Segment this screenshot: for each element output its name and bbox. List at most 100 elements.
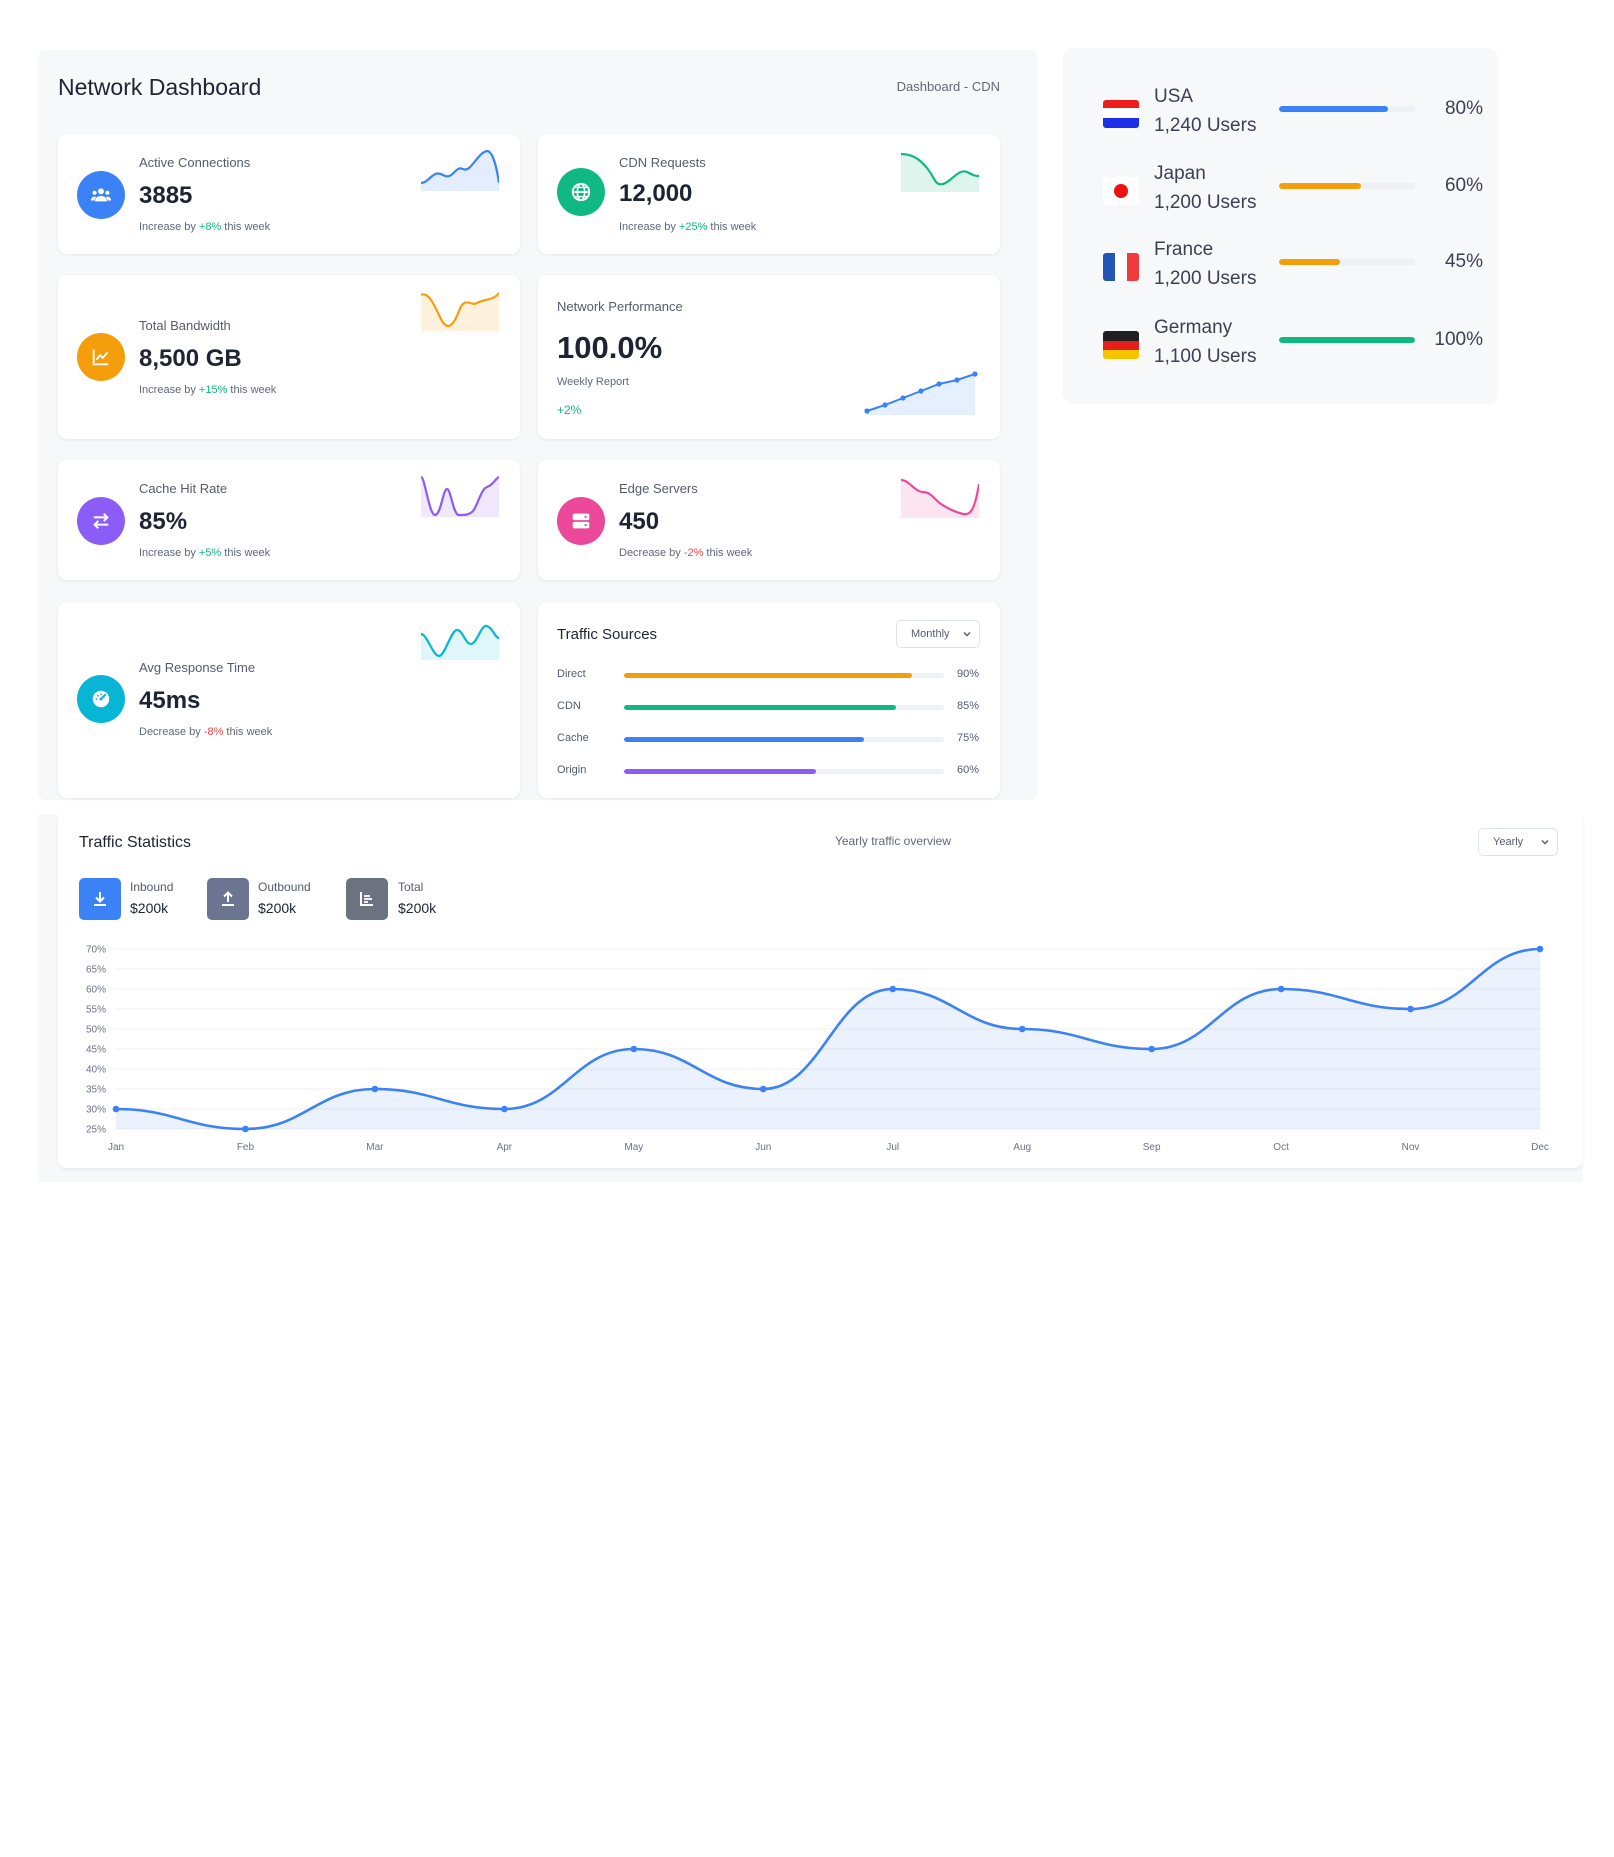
y-tick-label: 25% bbox=[86, 1125, 106, 1136]
y-tick-label: 50% bbox=[86, 1025, 106, 1036]
x-tick-label: Dec bbox=[1531, 1142, 1549, 1153]
data-point bbox=[371, 1085, 379, 1093]
chevron-down-icon bbox=[963, 632, 971, 637]
y-tick-label: 70% bbox=[86, 945, 106, 956]
stat-value: 85% bbox=[139, 508, 188, 535]
bar-chart-icon bbox=[346, 878, 388, 920]
traffic-statistics-card: Traffic Statistics Yearly traffic overvi… bbox=[58, 814, 1583, 1168]
country-row-france: France 1,200 Users 45% bbox=[1103, 239, 1483, 299]
x-tick-label: Nov bbox=[1402, 1142, 1420, 1153]
country-users-panel: USA 1,240 Users 80% Japan 1,200 Users 60… bbox=[1063, 48, 1498, 404]
source-name: Origin bbox=[557, 764, 587, 776]
germany-flag-icon bbox=[1103, 331, 1139, 359]
y-tick-label: 55% bbox=[86, 1005, 106, 1016]
country-name: Germany bbox=[1154, 317, 1233, 338]
stat-note: Increase by +5% this week bbox=[139, 547, 271, 559]
y-tick-label: 40% bbox=[86, 1065, 106, 1076]
data-point bbox=[1018, 1025, 1026, 1033]
traffic-source-cache: Cache 75% bbox=[557, 732, 982, 748]
stat-label: CDN Requests bbox=[619, 155, 706, 170]
country-row-usa: USA 1,240 Users 80% bbox=[1103, 86, 1483, 146]
y-tick-label: 30% bbox=[86, 1105, 106, 1116]
country-percent: 60% bbox=[1444, 175, 1483, 196]
legend-value: $200k bbox=[130, 900, 169, 916]
sparkline-active-connections bbox=[421, 149, 499, 191]
traffic-statistics-title: Traffic Statistics bbox=[79, 834, 192, 851]
source-name: Direct bbox=[557, 668, 586, 680]
traffic-source-direct: Direct 90% bbox=[557, 668, 982, 684]
stat-card-cdn-requests: CDN Requests 12,000 Increase by +25% thi… bbox=[538, 134, 1000, 254]
traffic-statistics-filter[interactable]: Yearly bbox=[1478, 828, 1558, 856]
stat-note: Increase by +25% this week bbox=[619, 221, 757, 233]
performance-delta: +2% bbox=[557, 403, 582, 417]
stat-label: Total Bandwidth bbox=[139, 318, 231, 333]
stat-value: 45ms bbox=[139, 687, 201, 714]
source-percent: 85% bbox=[957, 700, 980, 712]
traffic-source-cdn: CDN 85% bbox=[557, 700, 982, 716]
x-tick-label: Feb bbox=[237, 1142, 255, 1153]
breadcrumb[interactable]: Dashboard - CDN bbox=[896, 79, 1000, 94]
source-bar-fill bbox=[624, 705, 896, 710]
stat-label: Avg Response Time bbox=[139, 660, 256, 675]
y-tick-label: 45% bbox=[86, 1045, 106, 1056]
x-tick-label: Mar bbox=[366, 1142, 384, 1153]
chart-line-icon bbox=[77, 333, 125, 381]
data-point bbox=[501, 1105, 508, 1113]
legend-label: Inbound bbox=[130, 880, 174, 894]
country-bar-track bbox=[1279, 183, 1415, 189]
x-tick-label: Oct bbox=[1273, 1142, 1289, 1153]
users-icon bbox=[77, 171, 125, 219]
y-tick-label: 65% bbox=[86, 965, 106, 976]
country-bar-fill bbox=[1279, 259, 1341, 265]
source-bar-track bbox=[624, 737, 944, 742]
filter-value: Monthly bbox=[911, 628, 950, 640]
source-name: Cache bbox=[557, 732, 589, 744]
country-users: 1,100 Users bbox=[1154, 346, 1257, 367]
sparkline-cache-hit-rate bbox=[421, 475, 499, 517]
traffic-source-origin: Origin 60% bbox=[557, 764, 982, 780]
performance-value: 100.0% bbox=[557, 330, 663, 365]
x-tick-label: May bbox=[624, 1142, 643, 1153]
sparkline-performance bbox=[864, 371, 978, 415]
stat-card-edge-servers: Edge Servers 450 Decrease by -2% this we… bbox=[538, 460, 1000, 580]
country-row-germany: Germany 1,100 Users 100% bbox=[1103, 317, 1483, 377]
performance-label: Network Performance bbox=[557, 299, 683, 314]
country-users: 1,200 Users bbox=[1154, 268, 1257, 289]
series-line bbox=[115, 947, 1541, 1131]
traffic-sources-card: Traffic Sources Monthly Direct 90% CDN 8… bbox=[538, 602, 1000, 798]
country-bar-fill bbox=[1279, 183, 1361, 189]
source-bar-fill bbox=[624, 737, 864, 742]
sparkline-total-bandwidth bbox=[421, 292, 499, 331]
stat-label: Cache Hit Rate bbox=[139, 481, 228, 496]
country-name: Japan bbox=[1154, 163, 1206, 184]
stat-note: Increase by +8% this week bbox=[139, 221, 271, 233]
source-percent: 75% bbox=[957, 732, 980, 744]
download-icon bbox=[79, 878, 121, 920]
source-name: CDN bbox=[557, 700, 581, 712]
traffic-line-chart: 25% 30% 35% 40% 45% 50% 55% 60% 65% 70% Jan Feb Mar A… bbox=[86, 945, 1549, 1154]
x-tick-label: Apr bbox=[497, 1142, 513, 1153]
upload-icon bbox=[207, 878, 249, 920]
source-bar-track bbox=[624, 705, 944, 710]
page-title: Network Dashboard bbox=[58, 74, 262, 100]
country-bar-track bbox=[1279, 259, 1415, 265]
stat-note: Decrease by -8% this week bbox=[139, 726, 273, 738]
sparkline-cdn-requests bbox=[901, 152, 979, 192]
x-tick-label: Aug bbox=[1013, 1142, 1031, 1153]
legend-value: $200k bbox=[398, 900, 437, 916]
legend-label: Total bbox=[398, 880, 424, 894]
performance-sublabel: Weekly Report bbox=[557, 376, 629, 388]
performance-card: Network Performance 100.0% Weekly Report… bbox=[538, 275, 1000, 439]
stat-card-total-bandwidth: Total Bandwidth 8,500 GB Increase by +15… bbox=[58, 275, 520, 439]
source-percent: 60% bbox=[957, 764, 980, 776]
traffic-sources-filter[interactable]: Monthly bbox=[896, 620, 980, 648]
sparkline-avg-response-time bbox=[421, 624, 499, 660]
country-bar-fill bbox=[1279, 337, 1415, 343]
data-point bbox=[759, 1085, 767, 1093]
source-bar-fill bbox=[624, 673, 912, 678]
stat-value: 450 bbox=[619, 508, 660, 535]
swap-arrows-icon bbox=[77, 497, 125, 545]
filter-value: Yearly bbox=[1493, 836, 1524, 848]
data-point bbox=[1536, 945, 1544, 953]
speedometer-icon bbox=[77, 675, 125, 723]
